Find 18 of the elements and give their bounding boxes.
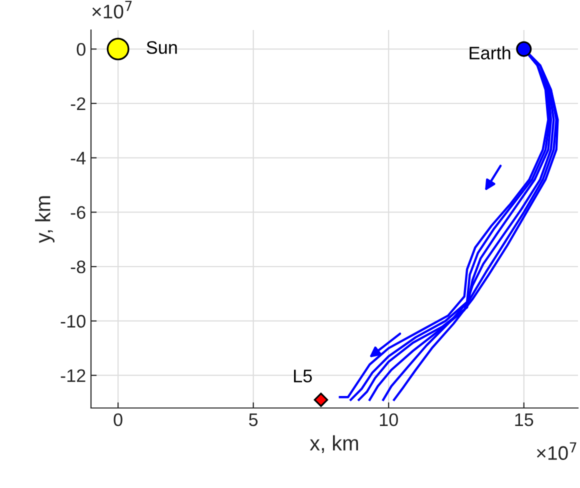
y-tick-label: -6 xyxy=(70,206,86,219)
text: ×10$^{7}$ xyxy=(92,0,132,18)
series-label: Earth xyxy=(470,46,510,60)
y-tick-label: -8 xyxy=(70,260,86,274)
x-tick-label: 10 xyxy=(380,413,398,426)
y-axis-title: y, km xyxy=(35,196,54,244)
y-tick-label: -4 xyxy=(70,152,86,164)
y-tick-label: 0 xyxy=(76,42,86,56)
y-tick-label: -10 xyxy=(60,314,86,328)
x-tick-label: 0 xyxy=(114,413,122,426)
x-axis-title: x, km xyxy=(310,435,358,454)
text: ×10$^{7}$ xyxy=(536,442,576,460)
series-label: Sun xyxy=(146,41,177,54)
x-tick-label: 15 xyxy=(515,414,534,426)
y-tick-label: -12 xyxy=(60,369,86,382)
x-tick-label: 5 xyxy=(249,414,258,426)
y-tick-label: -2 xyxy=(70,97,86,110)
series-label: L5 xyxy=(294,370,312,382)
